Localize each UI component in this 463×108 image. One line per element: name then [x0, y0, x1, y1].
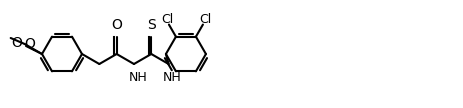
- Text: Cl: Cl: [161, 13, 173, 26]
- Text: O: O: [25, 37, 35, 51]
- Text: O: O: [111, 18, 122, 32]
- Text: S: S: [147, 18, 155, 32]
- Text: Cl: Cl: [198, 13, 211, 26]
- Text: NH: NH: [128, 71, 147, 84]
- Text: NH: NH: [163, 71, 181, 84]
- Text: O: O: [11, 36, 22, 50]
